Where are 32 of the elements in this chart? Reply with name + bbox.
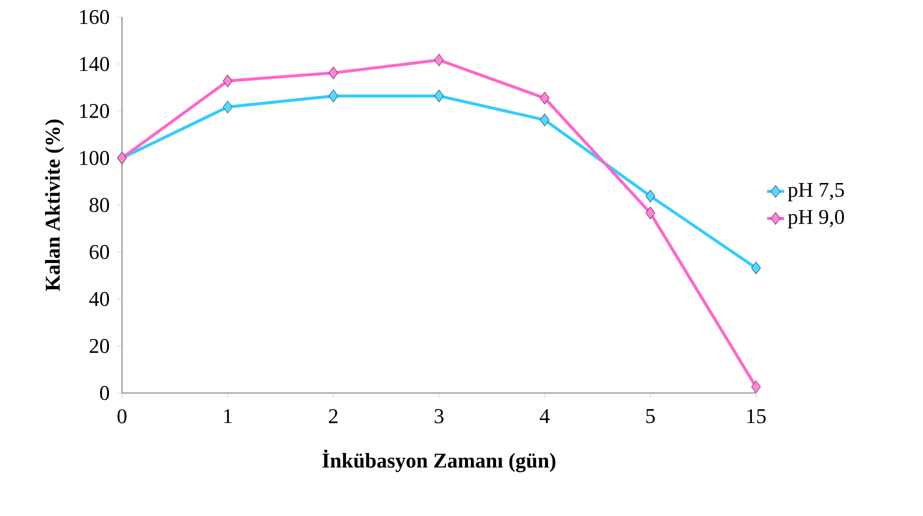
x-tick-label: 15 bbox=[747, 409, 766, 424]
y-tick-label: 20 bbox=[90, 338, 110, 354]
x-axis-title: İnkübasyon Zamanı (gün) bbox=[322, 450, 556, 472]
y-axis-title: Kalan Aktivite (%) bbox=[45, 120, 64, 291]
y-tick-label: 160 bbox=[80, 10, 110, 24]
y-tick-label: 60 bbox=[90, 244, 110, 260]
point bbox=[540, 92, 550, 104]
point bbox=[434, 90, 444, 102]
point bbox=[751, 380, 761, 394]
x-tick-label: 4 bbox=[540, 409, 550, 424]
y-tick-label: 120 bbox=[80, 104, 110, 118]
y-tick-label: 40 bbox=[89, 292, 110, 306]
x-tick-label: 2 bbox=[329, 409, 338, 424]
point bbox=[434, 54, 444, 66]
point bbox=[646, 190, 656, 202]
x-tick-label: 5 bbox=[646, 409, 655, 424]
point bbox=[540, 114, 550, 126]
point bbox=[222, 74, 232, 88]
x-tick-label: 0 bbox=[118, 409, 126, 424]
y-tick-label: 100 bbox=[80, 150, 110, 166]
point bbox=[328, 90, 338, 102]
x-tick-label: 3 bbox=[434, 409, 444, 424]
legend-label: pH 7,5 bbox=[788, 182, 844, 202]
point bbox=[646, 206, 656, 220]
y-tick-label: 80 bbox=[90, 198, 110, 212]
point bbox=[328, 66, 338, 80]
point bbox=[222, 100, 232, 114]
point bbox=[751, 262, 761, 274]
x-tick-label: 1 bbox=[224, 409, 232, 424]
y-tick-label: 0 bbox=[100, 386, 110, 400]
legend-label: pH 9,0 bbox=[788, 210, 844, 228]
y-tick-label: 140 bbox=[80, 56, 110, 72]
